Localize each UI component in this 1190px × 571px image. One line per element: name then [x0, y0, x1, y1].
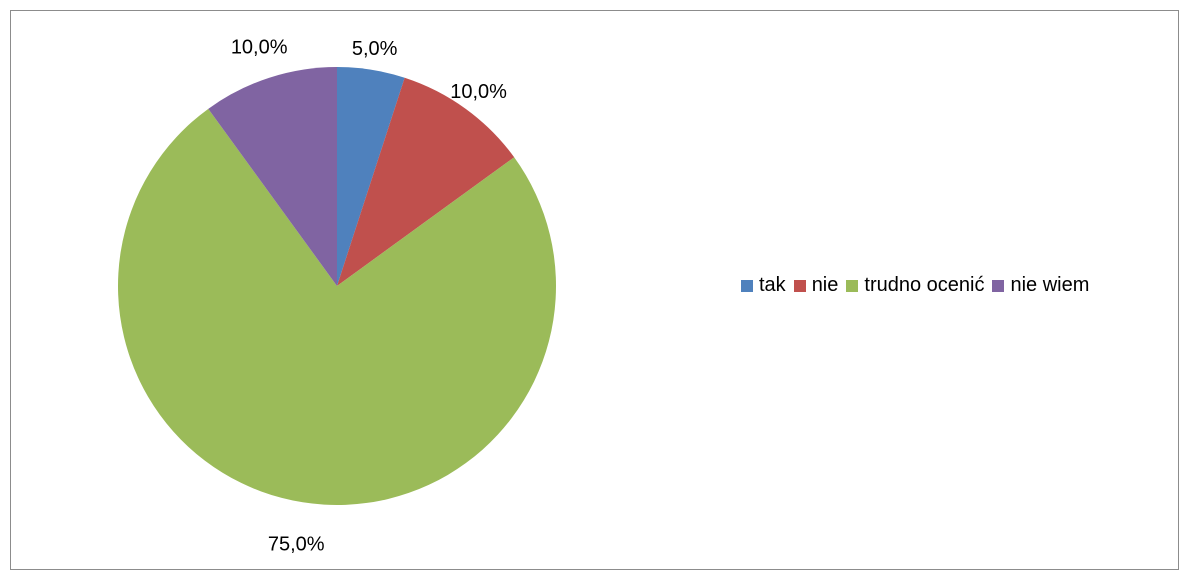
chart-area: 5,0% 10,0% 75,0% 10,0% tak nie trudno oceni…	[10, 10, 1179, 570]
legend-item-nie: nie	[793, 274, 839, 297]
pie-slice-tak	[337, 67, 405, 286]
legend-swatch-nie-wiem	[992, 279, 1005, 292]
legend-label-nie-wiem: nie wiem	[1010, 274, 1090, 296]
data-label-nie-wiem: 10,0%	[231, 36, 288, 58]
legend-label-trudno-ocenic: trudno ocenić	[864, 274, 985, 296]
pie-slice-nie-wiem	[208, 67, 337, 286]
legend-swatch-nie	[793, 279, 806, 292]
data-label-nie: 10,0%	[450, 81, 507, 103]
pie-slices	[117, 67, 556, 506]
data-label-tak: 5,0%	[352, 38, 398, 60]
legend-swatch-trudno-ocenic	[846, 279, 859, 292]
pie-slice-nie	[337, 77, 515, 286]
legend-item-tak: tak	[741, 274, 786, 297]
pie-slice-trudno-ocenic	[117, 108, 556, 506]
legend-item-trudno-ocenic: trudno ocenić	[846, 274, 984, 297]
pie-chart: 5,0% 10,0% 75,0% 10,0%	[117, 36, 556, 555]
legend: tak nie trudno ocenić nie wiem	[741, 274, 1097, 297]
legend-item-nie-wiem: nie wiem	[992, 274, 1089, 297]
legend-label-tak: tak	[759, 274, 786, 296]
legend-label-nie: nie	[811, 274, 839, 296]
data-label-trudno-ocenic: 75,0%	[268, 533, 325, 555]
legend-swatch-tak	[741, 279, 753, 292]
